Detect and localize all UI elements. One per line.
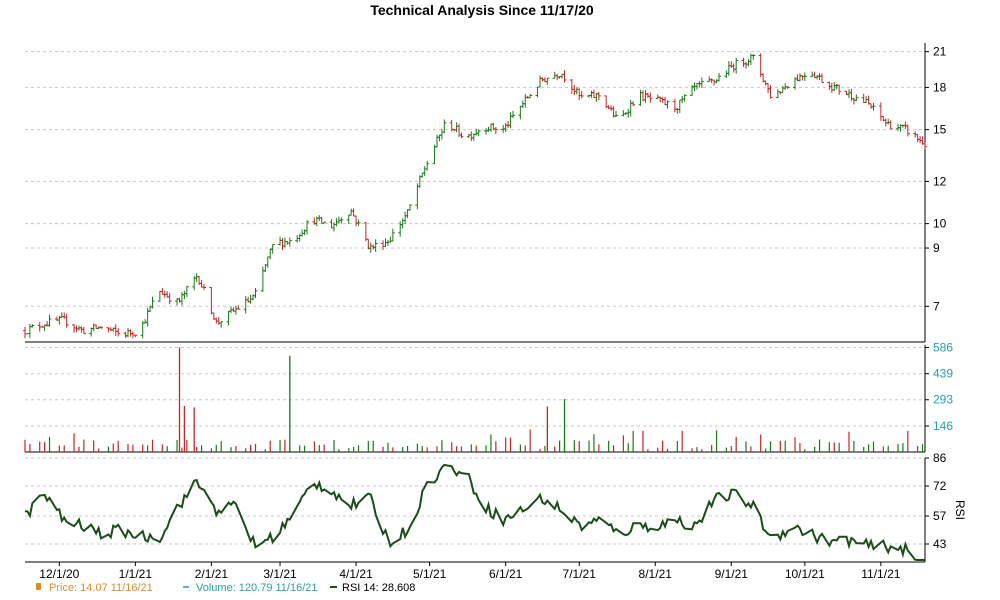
rsi-panel	[24, 463, 925, 561]
tick-labels: 7 9 10 12 15 18 21 146 293 439 586 43 57 72 86 RSI 12/1/…	[39, 45, 967, 581]
volume-legend-text: Volume: 120.79 11/16/21	[196, 582, 318, 594]
x-tick-label: 10/1/21	[785, 567, 825, 581]
volume-tick-label: 146	[933, 419, 953, 433]
rsi-axis-label: RSI	[953, 500, 967, 520]
rsi-legend-text: RSI 14: 28.608	[342, 582, 415, 594]
x-tick-label: 1/1/21	[119, 567, 153, 581]
x-tick-label: 4/1/21	[339, 567, 373, 581]
x-tick-label: 12/1/20	[39, 567, 79, 581]
grid-lines	[25, 51, 925, 545]
volume-panel	[24, 347, 924, 452]
axes	[25, 43, 929, 566]
price-tick-label: 15	[933, 123, 947, 137]
x-tick-label: 7/1/21	[563, 567, 597, 581]
legend: Price: 14.07 11/16/21 Volume: 120.79 11/…	[36, 582, 415, 594]
price-tick-label: 12	[933, 174, 947, 188]
volume-tick-label: 439	[933, 367, 953, 381]
rsi-tick-label: 57	[933, 509, 947, 523]
x-tick-label: 8/1/21	[639, 567, 673, 581]
volume-tick-label: 586	[933, 340, 953, 354]
price-tick-label: 18	[933, 80, 947, 94]
price-legend-swatch	[36, 583, 41, 590]
rsi-tick-label: 43	[933, 537, 947, 551]
x-tick-label: 5/1/21	[413, 567, 447, 581]
rsi-tick-label: 72	[933, 479, 947, 493]
rsi-line	[24, 463, 925, 561]
x-tick-label: 6/1/21	[489, 567, 523, 581]
x-tick-label: 2/1/21	[195, 567, 229, 581]
chart-title: Technical Analysis Since 11/17/20	[370, 2, 594, 18]
price-tick-label: 10	[933, 217, 947, 231]
price-panel	[23, 53, 927, 339]
rsi-tick-label: 86	[933, 451, 947, 465]
x-tick-label: 3/1/21	[263, 567, 297, 581]
price-tick-label: 7	[933, 299, 940, 313]
price-tick-label: 21	[933, 45, 947, 59]
volume-tick-label: 293	[933, 393, 953, 407]
x-tick-label: 9/1/21	[715, 567, 749, 581]
x-tick-label: 11/1/21	[861, 567, 900, 581]
price-tick-label: 9	[933, 241, 940, 255]
price-legend-text: Price: 14.07 11/16/21	[49, 582, 153, 594]
